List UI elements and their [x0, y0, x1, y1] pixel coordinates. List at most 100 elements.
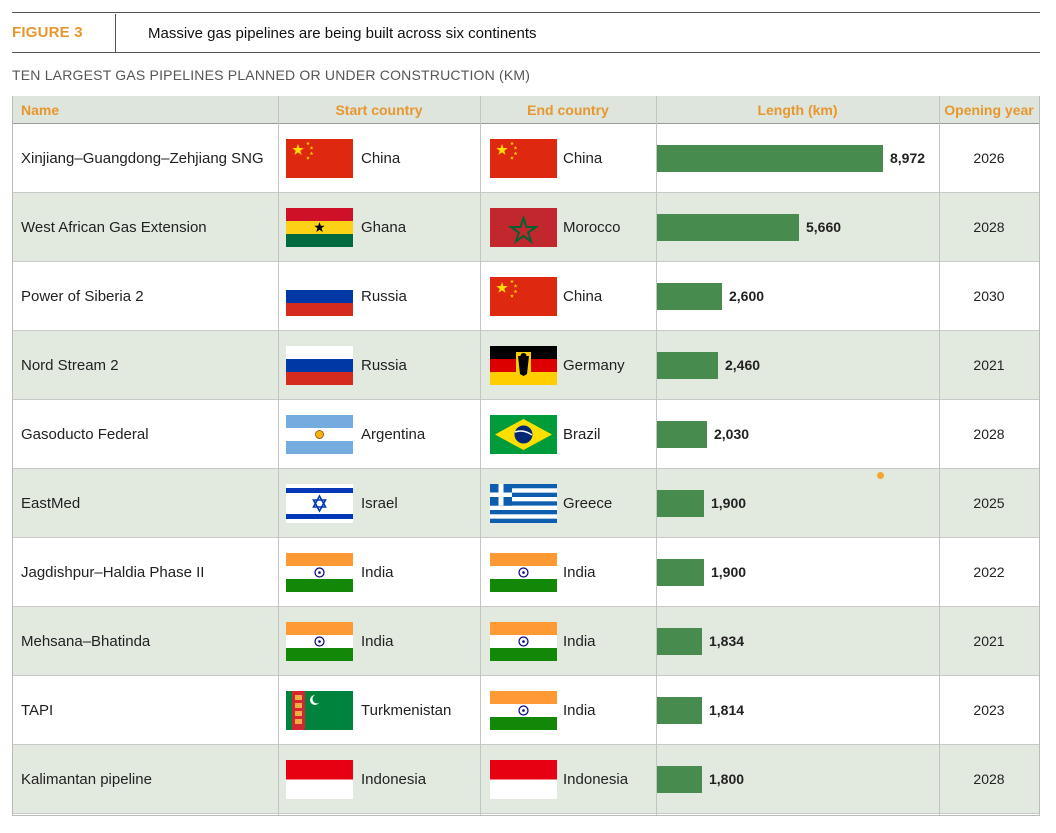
length-bar: [656, 490, 704, 517]
morocco-flag: [490, 208, 557, 247]
end-country: Indonesia: [563, 771, 629, 788]
opening-year: 2021: [973, 357, 1005, 373]
length-value-label: 1,900: [711, 564, 747, 580]
end-country: India: [563, 633, 596, 650]
indonesia-flag: [286, 760, 353, 799]
table-header: Name Start country End country Length (k…: [13, 96, 1039, 124]
length-bar: [656, 421, 707, 448]
start-country: Ghana: [361, 219, 407, 236]
pipeline-name: Nord Stream 2: [21, 357, 119, 374]
length-value-label: 1,900: [711, 495, 747, 511]
turkmenistan-flag: [286, 691, 353, 730]
pipeline-name: West African Gas Extension: [21, 219, 207, 236]
start-country: Indonesia: [361, 771, 427, 788]
length-value-label: 8,972: [890, 150, 926, 166]
length-bar: [656, 628, 702, 655]
orange-marker-dot: [877, 472, 884, 479]
pipeline-name: Power of Siberia 2: [21, 288, 144, 305]
india-flag: [490, 691, 557, 730]
title-rule: [12, 52, 1040, 53]
table-row: Jagdishpur–Haldia Phase II India India 1,90…: [13, 538, 1039, 607]
table-row: West African Gas Extension Ghana Morocco 5,…: [13, 193, 1039, 262]
russia-flag: [286, 277, 353, 316]
india-flag: [490, 622, 557, 661]
start-country: Israel: [361, 495, 398, 512]
opening-year: 2028: [973, 771, 1005, 787]
brazil-flag: [490, 415, 557, 454]
end-country: China: [563, 150, 603, 167]
greece-flag: [490, 484, 557, 523]
start-country: India: [361, 633, 394, 650]
header-length: Length (km): [757, 102, 838, 118]
pipeline-name: Gasoducto Federal: [21, 426, 149, 443]
length-bar: [656, 559, 704, 586]
length-bar: [656, 214, 799, 241]
israel-flag: [286, 484, 353, 523]
india-flag: [286, 553, 353, 592]
table-row: Xinjiang–Guangdong–Zehjiang SNG China Chin…: [13, 124, 1039, 193]
length-bar: [656, 352, 718, 379]
length-value-label: 2,460: [725, 357, 761, 373]
length-bar: [656, 766, 702, 793]
top-rule: [12, 12, 1040, 13]
length-value-label: 1,834: [709, 633, 745, 649]
figure-separator: [115, 14, 116, 52]
column-divider: [480, 96, 481, 815]
opening-year: 2021: [973, 633, 1005, 649]
end-country: Brazil: [563, 426, 601, 443]
ghana-flag: [286, 208, 353, 247]
header-end-country: End country: [527, 102, 609, 118]
russia-flag: [286, 346, 353, 385]
table-row: Nord Stream 2 Russia Germany 2,460 2021: [13, 331, 1039, 400]
column-divider: [278, 96, 279, 815]
end-country: India: [563, 702, 596, 719]
length-bar: [656, 283, 722, 310]
length-value-label: 5,660: [806, 219, 842, 235]
table-row: Gasoducto Federal Argentina Brazil 2,030 202…: [13, 400, 1039, 469]
argentina-flag: [286, 415, 353, 454]
start-country: Russia: [361, 288, 407, 305]
header-opening-year: Opening year: [944, 102, 1034, 118]
length-bar: [656, 145, 883, 172]
length-value-label: 2,030: [714, 426, 750, 442]
start-country: China: [361, 150, 401, 167]
length-bar: [656, 697, 702, 724]
chart-subtitle: TEN LARGEST GAS PIPELINES PLANNED OR UND…: [12, 67, 531, 83]
start-country: Argentina: [361, 426, 426, 443]
germany-flag: [490, 346, 557, 385]
table-row: TAPI Turkmenistan India 1,814 2023: [13, 676, 1039, 745]
pipeline-name: EastMed: [21, 495, 81, 512]
china-flag: [490, 277, 557, 316]
start-country: Russia: [361, 357, 407, 374]
end-country: Greece: [563, 495, 613, 512]
pipeline-name: TAPI: [21, 702, 54, 719]
opening-year: 2022: [973, 564, 1005, 580]
opening-year: 2026: [973, 150, 1005, 166]
china-flag: [490, 139, 557, 178]
end-country: China: [563, 288, 603, 305]
figure-title: Massive gas pipelines are being built ac…: [148, 25, 537, 42]
header-name: Name: [21, 102, 60, 118]
opening-year: 2028: [973, 426, 1005, 442]
table-row: Mehsana–Bhatinda India India 1,834 2021: [13, 607, 1039, 676]
column-divider: [939, 96, 940, 815]
length-value-label: 1,814: [709, 702, 745, 718]
indonesia-flag: [490, 760, 557, 799]
end-country: India: [563, 564, 596, 581]
figure-label: FIGURE 3: [12, 24, 83, 41]
opening-year: 2028: [973, 219, 1005, 235]
start-country: India: [361, 564, 394, 581]
pipeline-name: Kalimantan pipeline: [21, 771, 152, 788]
end-country: Germany: [563, 357, 625, 374]
pipeline-name: Jagdishpur–Haldia Phase II: [21, 564, 205, 581]
opening-year: 2030: [973, 288, 1005, 304]
end-country: Morocco: [563, 219, 621, 236]
table-row: EastMed Israel Greece 1,900 2025: [13, 469, 1039, 538]
china-flag: [286, 139, 353, 178]
india-flag: [286, 622, 353, 661]
pipeline-name: Xinjiang–Guangdong–Zehjiang SNG: [21, 150, 264, 167]
pipeline-name: Mehsana–Bhatinda: [21, 633, 151, 650]
table-row: Kalimantan pipeline Indonesia Indonesia 1,8…: [13, 745, 1039, 814]
column-divider: [656, 96, 657, 815]
length-value-label: 2,600: [729, 288, 765, 304]
